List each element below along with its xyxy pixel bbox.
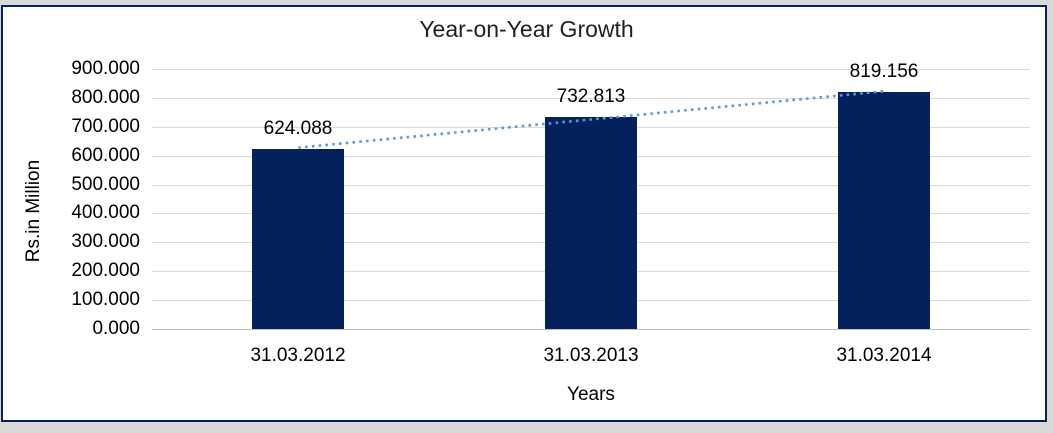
x-tick-label: 31.03.2014 (836, 345, 932, 366)
bar (545, 117, 637, 329)
y-tick-label: 300.000 (71, 231, 140, 252)
y-tick-label: 800.000 (71, 87, 140, 108)
bar (838, 92, 930, 329)
x-tick-label: 31.03.2012 (250, 345, 346, 366)
data-label: 819.156 (849, 61, 919, 82)
y-tick-label: 0.000 (92, 318, 140, 339)
gridline (152, 329, 1030, 330)
data-label: 624.088 (263, 118, 333, 139)
gridline (152, 69, 1030, 70)
y-tick-label: 500.000 (71, 174, 140, 195)
x-axis-title: Years (567, 384, 615, 405)
y-tick-label: 900.000 (71, 58, 140, 79)
data-label: 732.813 (556, 86, 626, 107)
x-tick-label: 31.03.2013 (543, 345, 639, 366)
y-tick-label: 200.000 (71, 260, 140, 281)
y-tick-label: 100.000 (71, 289, 140, 310)
y-tick-label: 600.000 (71, 145, 140, 166)
y-tick-label: 400.000 (71, 202, 140, 223)
chart-title: Year-on-Year Growth (419, 16, 634, 42)
bar (252, 149, 344, 329)
y-tick-label: 700.000 (71, 116, 140, 137)
